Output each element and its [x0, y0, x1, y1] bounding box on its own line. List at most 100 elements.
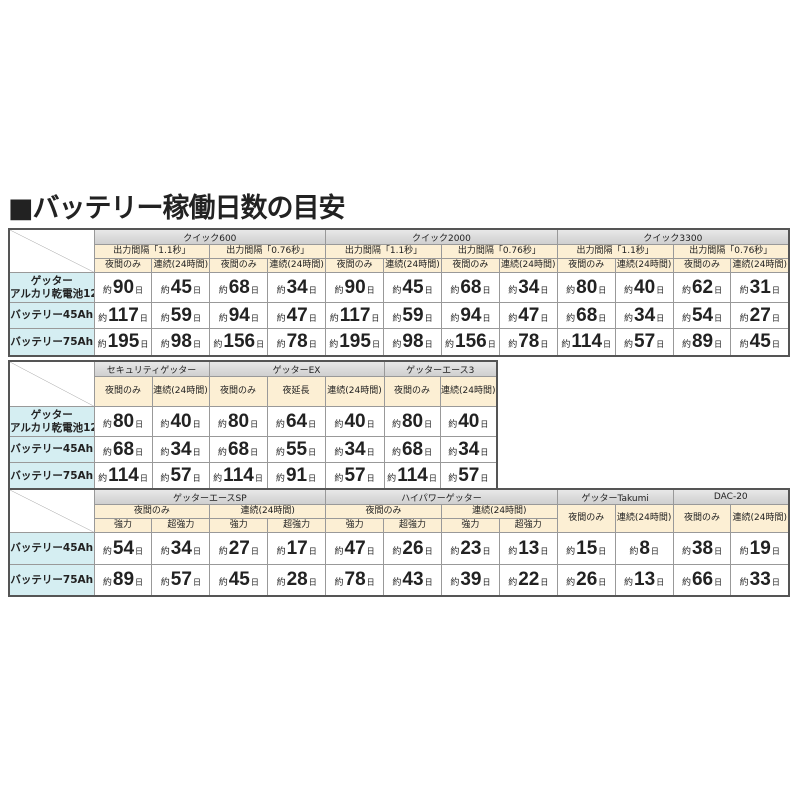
- mode-header: 連続(24時間): [440, 504, 558, 519]
- row-label: ゲッターアルカリ乾電池12V: [8, 272, 95, 303]
- days-cell: 約34日: [151, 532, 211, 565]
- mode-header: 夜間のみ: [209, 258, 269, 273]
- page-title: ■バッテリー稼働日数の目安: [8, 193, 346, 224]
- days-cell: 約43日: [383, 564, 442, 596]
- mode-header: 連続(24時間): [151, 258, 211, 273]
- days-cell: 約33日: [730, 564, 790, 596]
- row-label: バッテリー45Ah: [8, 436, 95, 463]
- days-cell: 約28日: [267, 564, 327, 596]
- days-cell: 約66日: [672, 564, 732, 596]
- mode-header: 夜間のみ: [672, 504, 732, 533]
- mode-header: 連続(24時間): [151, 376, 210, 407]
- group-header: セキュリティゲッター: [93, 360, 210, 377]
- mode-header: 夜間のみ: [325, 258, 385, 273]
- days-cell: 約27日: [209, 532, 269, 565]
- days-cell: 約78日: [325, 564, 385, 596]
- days-cell: 約80日: [556, 272, 616, 303]
- days-cell: 約23日: [440, 532, 500, 565]
- mode-header: 夜間のみ: [208, 376, 268, 407]
- mode-header: 夜間のみ: [93, 258, 153, 273]
- days-cell: 約45日: [151, 272, 211, 303]
- days-cell: 約38日: [672, 532, 732, 565]
- group-header: ゲッターEX: [208, 360, 385, 377]
- days-cell: 約68日: [556, 302, 616, 329]
- diagonal-line: [10, 230, 94, 272]
- mode-header: 連続(24時間): [439, 376, 498, 407]
- days-cell: 約45日: [383, 272, 442, 303]
- days-cell: 約13日: [614, 564, 674, 596]
- days-cell: 約40日: [439, 406, 498, 437]
- mode-header: 連続(24時間): [209, 504, 327, 519]
- mode-header: 連続(24時間): [383, 258, 442, 273]
- days-cell: 約40日: [324, 406, 385, 437]
- days-cell: 約114日: [556, 328, 616, 356]
- mode-header: 夜間のみ: [440, 258, 500, 273]
- power-header: 超強力: [498, 518, 558, 533]
- days-cell: 約94日: [440, 302, 500, 329]
- days-cell: 約78日: [267, 328, 327, 356]
- row-label: バッテリー75Ah: [8, 564, 95, 596]
- days-cell: 約34日: [498, 272, 558, 303]
- mode-header: 連続(24時間): [730, 258, 790, 273]
- days-cell: 約89日: [93, 564, 153, 596]
- mode-header: 夜間のみ: [383, 376, 441, 407]
- table-quick-series: クイック600 クイック2000 クイック3300 出力間隔「1.1秒」 出力間隔「0.…: [8, 228, 790, 357]
- days-cell: 約114日: [93, 462, 153, 490]
- days-cell: 約39日: [440, 564, 500, 596]
- mode-header: 夜間のみ: [325, 504, 442, 519]
- interval-header: 出力間隔「0.76秒」: [209, 244, 327, 259]
- days-cell: 約68日: [93, 436, 153, 463]
- days-cell: 約117日: [93, 302, 153, 329]
- days-cell: 約34日: [324, 436, 385, 463]
- days-cell: 約114日: [208, 462, 268, 490]
- days-cell: 約34日: [267, 272, 327, 303]
- days-cell: 約80日: [208, 406, 268, 437]
- days-cell: 約40日: [614, 272, 674, 303]
- group-header: ゲッターエースSP: [93, 488, 327, 505]
- mode-header: 夜間のみ: [93, 376, 153, 407]
- mode-header: 夜延長: [266, 376, 326, 407]
- days-cell: 約45日: [209, 564, 269, 596]
- days-cell: 約68日: [440, 272, 500, 303]
- power-header: 超強力: [151, 518, 211, 533]
- mode-header: 連続(24時間): [614, 258, 674, 273]
- group-header: クイック600: [93, 228, 327, 245]
- table-security-getter-series: セキュリティゲッター ゲッターEX ゲッターエース3 夜間のみ 連続(24時間) 夜間のみ…: [8, 360, 499, 491]
- days-cell: 約156日: [440, 328, 500, 356]
- diagonal-line: [10, 490, 94, 532]
- days-cell: 約19日: [730, 532, 790, 565]
- days-cell: 約17日: [267, 532, 327, 565]
- days-cell: 約91日: [266, 462, 326, 490]
- mode-header: 連続(24時間): [614, 504, 674, 533]
- days-cell: 約31日: [730, 272, 790, 303]
- interval-header: 出力間隔「1.1秒」: [325, 244, 442, 259]
- corner-cell: [8, 488, 95, 533]
- mode-header: 連続(24時間): [730, 504, 790, 533]
- group-header: ゲッターエース3: [383, 360, 498, 377]
- power-header: 強力: [440, 518, 500, 533]
- days-cell: 約47日: [267, 302, 327, 329]
- corner-cell: [8, 228, 95, 273]
- days-cell: 約47日: [498, 302, 558, 329]
- mode-header: 夜間のみ: [556, 258, 616, 273]
- days-cell: 約80日: [93, 406, 153, 437]
- group-header: ハイパワーゲッター: [325, 488, 558, 505]
- days-cell: 約68日: [208, 436, 268, 463]
- days-cell: 約54日: [672, 302, 732, 329]
- power-header: 超強力: [267, 518, 327, 533]
- mode-header: 夜間のみ: [672, 258, 732, 273]
- days-cell: 約26日: [556, 564, 616, 596]
- days-cell: 約78日: [498, 328, 558, 356]
- days-cell: 約15日: [556, 532, 616, 565]
- days-cell: 約34日: [151, 436, 210, 463]
- diagonal-line: [10, 362, 94, 406]
- row-label: バッテリー75Ah: [8, 328, 95, 356]
- row-label: バッテリー45Ah: [8, 302, 95, 329]
- power-header: 強力: [93, 518, 153, 533]
- mode-header: 夜間のみ: [93, 504, 211, 519]
- days-cell: 約117日: [325, 302, 385, 329]
- days-cell: 約57日: [439, 462, 498, 490]
- mode-header: 連続(24時間): [324, 376, 385, 407]
- days-cell: 約57日: [151, 462, 210, 490]
- power-header: 超強力: [383, 518, 442, 533]
